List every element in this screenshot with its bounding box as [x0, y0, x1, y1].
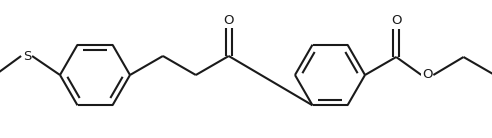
Text: O: O	[223, 14, 234, 26]
Text: O: O	[422, 68, 432, 82]
Text: O: O	[391, 14, 401, 27]
Text: S: S	[23, 50, 31, 63]
